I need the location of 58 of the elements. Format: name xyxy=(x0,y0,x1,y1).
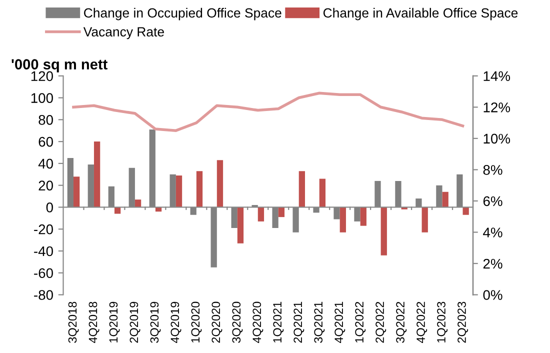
y2-tick-label: 14% xyxy=(484,71,510,82)
y2-tick-label: 12% xyxy=(484,102,510,112)
y-tick-label: -80 xyxy=(34,290,53,300)
x-tick-label: 2Q2022 xyxy=(376,302,386,343)
bar xyxy=(258,207,264,222)
bar xyxy=(380,207,387,256)
bar xyxy=(216,160,224,208)
y-tick-label: 40 xyxy=(38,158,53,169)
bar xyxy=(237,207,244,244)
x-tick-label: 3Q2019 xyxy=(150,302,161,343)
y-tick-label: 60 xyxy=(38,136,53,147)
x-tick-label: 1Q2019 xyxy=(109,302,120,342)
x-tick-label: 1Q2023 xyxy=(437,302,448,342)
y-axis-title: '000 sq m nett xyxy=(12,59,108,72)
y-tick-label: 0 xyxy=(46,202,53,212)
x-tick-label: 3Q2018 xyxy=(68,302,79,343)
y-tick-label: 20 xyxy=(38,180,53,190)
y2-tick-label: 4% xyxy=(483,228,502,238)
bar xyxy=(176,175,182,208)
bar xyxy=(340,207,346,232)
x-tick-label: 4Q2018 xyxy=(88,302,100,344)
x-tick-label: 4Q2021 xyxy=(334,302,346,344)
x-tick-label: 2Q2023 xyxy=(458,302,468,343)
line-series xyxy=(72,92,464,132)
y-tick-label: 80 xyxy=(38,115,53,125)
y-tick-label: -40 xyxy=(34,246,53,256)
y-tick-label: 120 xyxy=(31,71,53,82)
x-tick-label: 3Q2022 xyxy=(396,302,407,343)
y-tick-label: -60 xyxy=(34,268,53,278)
legend-label: Change in Available Office Space xyxy=(323,8,518,20)
x-tick-label: 1Q2022 xyxy=(355,302,366,342)
bar xyxy=(442,192,448,208)
x-tick-label: 2Q2019 xyxy=(130,302,140,343)
bar xyxy=(422,207,428,232)
bar xyxy=(319,178,326,208)
x-tick-label: 2Q2021 xyxy=(294,302,304,343)
bar xyxy=(196,171,203,208)
x-tick-label: 3Q2021 xyxy=(314,302,325,343)
x-tick-label: 4Q2022 xyxy=(416,302,428,344)
y-tick-label: -20 xyxy=(34,224,53,234)
x-tick-label: 3Q2020 xyxy=(232,302,243,343)
bar xyxy=(360,207,366,226)
y2-tick-label: 10% xyxy=(484,134,510,144)
x-tick-label: 4Q2020 xyxy=(252,302,264,344)
x-tick-label: 1Q2020 xyxy=(191,302,202,342)
legend-label: Vacancy Rate xyxy=(83,27,164,40)
y-tick-label: 100 xyxy=(31,93,53,103)
y2-tick-label: 2% xyxy=(483,258,502,269)
x-tick-label: 4Q2019 xyxy=(170,302,182,344)
y2-tick-label: 0% xyxy=(483,290,502,300)
x-tick-label: 1Q2021 xyxy=(273,302,284,342)
bar xyxy=(94,142,100,208)
y2-tick-label: 8% xyxy=(483,165,502,175)
bar xyxy=(73,176,80,208)
x-tick-label: 2Q2020 xyxy=(212,302,222,343)
legend-label: Change in Occupied Office Space xyxy=(84,8,282,20)
y2-tick-label: 6% xyxy=(483,196,502,206)
bar xyxy=(298,171,305,208)
